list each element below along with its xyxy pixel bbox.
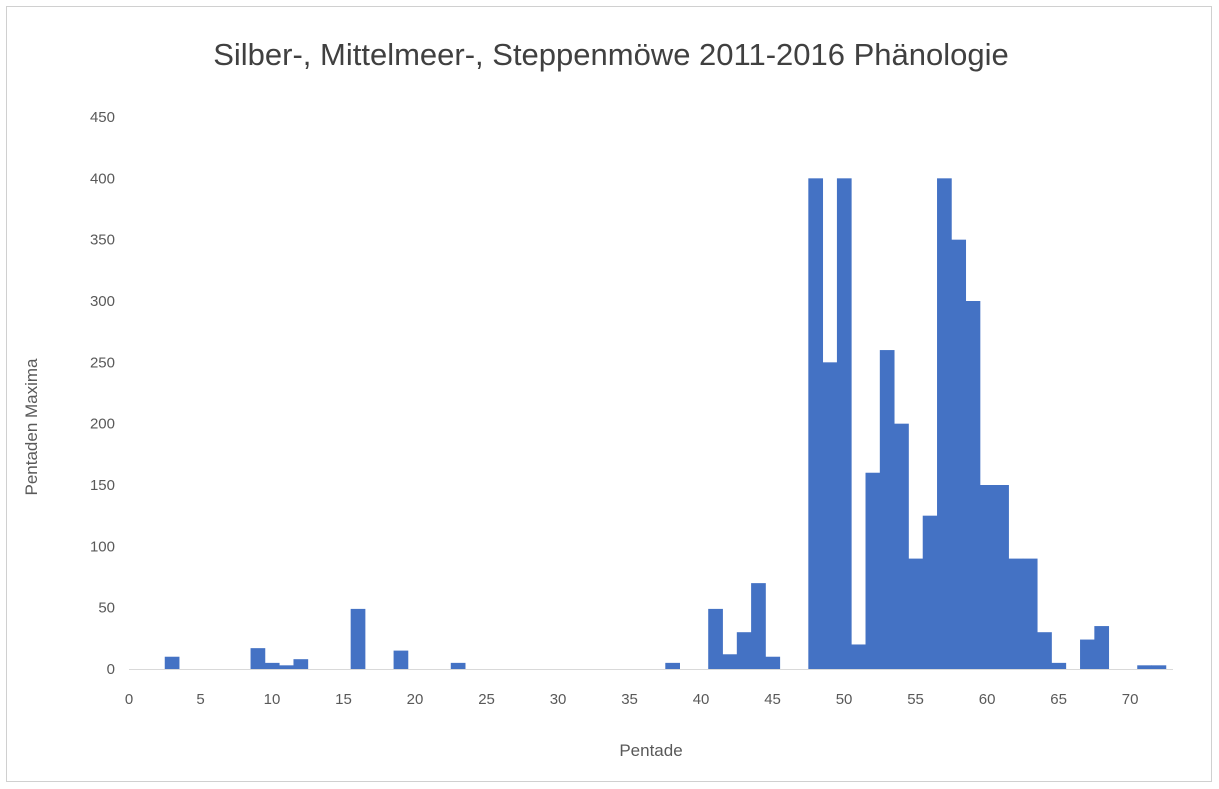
bar (979, 485, 995, 669)
chart-title: Silber-, Mittelmeer-, Steppenmöwe 2011-2… (213, 37, 1009, 72)
bar (1137, 665, 1152, 669)
bar (736, 632, 752, 669)
bar (279, 665, 294, 669)
bar (808, 178, 824, 669)
bar (250, 648, 266, 669)
bar (879, 350, 895, 669)
x-tick-label: 10 (264, 691, 281, 708)
bar-series (164, 178, 1167, 670)
bar (851, 644, 866, 669)
y-tick-label: 200 (90, 416, 115, 433)
bar (1094, 626, 1110, 669)
y-tick-label: 50 (98, 600, 115, 617)
bar (450, 662, 466, 669)
x-tick-label: 60 (979, 691, 996, 708)
x-tick-label: 15 (335, 691, 352, 708)
x-tick-label: 70 (1122, 691, 1139, 708)
chart-canvas: Silber-, Mittelmeer-, Steppenmöwe 2011-2… (22, 37, 1173, 760)
bar (264, 662, 280, 669)
bar (908, 558, 924, 669)
bar (708, 608, 723, 669)
x-tick-label: 30 (550, 691, 567, 708)
bar (765, 656, 781, 669)
bar (1151, 665, 1167, 669)
y-tick-labels: 0 50 100 150 200 250 300 350 400 450 (90, 109, 115, 678)
chart-frame: Silber-, Mittelmeer-, Steppenmöwe 2011-2… (6, 6, 1212, 782)
y-tick-label: 400 (90, 170, 115, 187)
bar (722, 654, 738, 669)
y-tick-label: 150 (90, 477, 115, 494)
y-tick-label: 350 (90, 232, 115, 249)
bar (836, 178, 852, 669)
x-tick-label: 35 (621, 691, 638, 708)
x-tick-label: 65 (1050, 691, 1067, 708)
y-tick-label: 450 (90, 109, 115, 126)
bar (1037, 632, 1052, 669)
x-tick-label: 55 (907, 691, 924, 708)
x-tick-label: 5 (196, 691, 204, 708)
y-axis-label: Pentaden Maxima (22, 358, 41, 496)
bar (1022, 558, 1038, 669)
bar (293, 659, 309, 669)
bar (822, 362, 838, 669)
bar (1080, 639, 1095, 669)
bar (937, 178, 952, 669)
bar (1051, 662, 1067, 669)
x-axis-label: Pentade (619, 741, 682, 760)
x-tick-label: 50 (836, 691, 853, 708)
bar (164, 656, 180, 669)
bar (922, 515, 938, 669)
bar (1008, 558, 1024, 669)
x-tick-label: 0 (125, 691, 133, 708)
bar (994, 485, 1009, 669)
x-tick-label: 40 (693, 691, 710, 708)
y-tick-label: 250 (90, 354, 115, 371)
bar (951, 239, 967, 670)
y-tick-label: 0 (107, 661, 115, 678)
bar (894, 423, 909, 669)
bar (751, 583, 766, 669)
x-tick-label: 45 (764, 691, 781, 708)
bar (665, 662, 680, 669)
x-tick-label: 25 (478, 691, 495, 708)
x-tick-label: 20 (407, 691, 424, 708)
x-tick-labels: 0 5 10 15 20 25 30 35 40 45 50 55 60 65 70 (125, 691, 1139, 708)
bar (865, 472, 881, 669)
y-tick-label: 100 (90, 538, 115, 555)
bar (965, 301, 981, 669)
bar (393, 650, 409, 669)
bar (350, 608, 366, 669)
y-tick-label: 300 (90, 293, 115, 310)
